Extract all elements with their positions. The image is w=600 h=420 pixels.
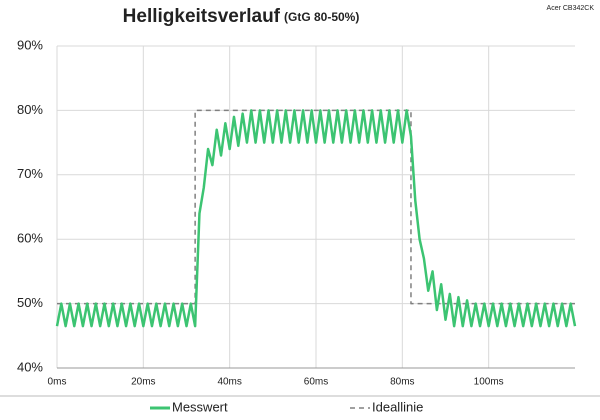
y-tick-label: 50%: [17, 295, 43, 310]
x-tick-label: 0ms: [48, 377, 67, 388]
x-tick-label: 100ms: [474, 377, 504, 388]
legend-label: Ideallinie: [372, 399, 423, 414]
y-tick-label: 60%: [17, 231, 43, 246]
series-line: [55, 109, 577, 328]
y-tick-label: 40%: [17, 359, 43, 374]
x-tick-label: 40ms: [217, 377, 241, 388]
y-tick-label: 80%: [17, 102, 43, 117]
legend-label: Messwert: [172, 399, 228, 414]
x-tick-label: 60ms: [304, 377, 328, 388]
y-tick-label: 90%: [17, 37, 43, 52]
x-tick-label: 80ms: [390, 377, 414, 388]
chart-subtitle: (GtG 80-50%): [284, 10, 359, 24]
annotation: Acer CB342CK: [547, 5, 595, 12]
x-tick-label: 20ms: [131, 377, 155, 388]
y-tick-label: 70%: [17, 166, 43, 181]
chart-title: Helligkeitsverlauf: [123, 6, 281, 27]
